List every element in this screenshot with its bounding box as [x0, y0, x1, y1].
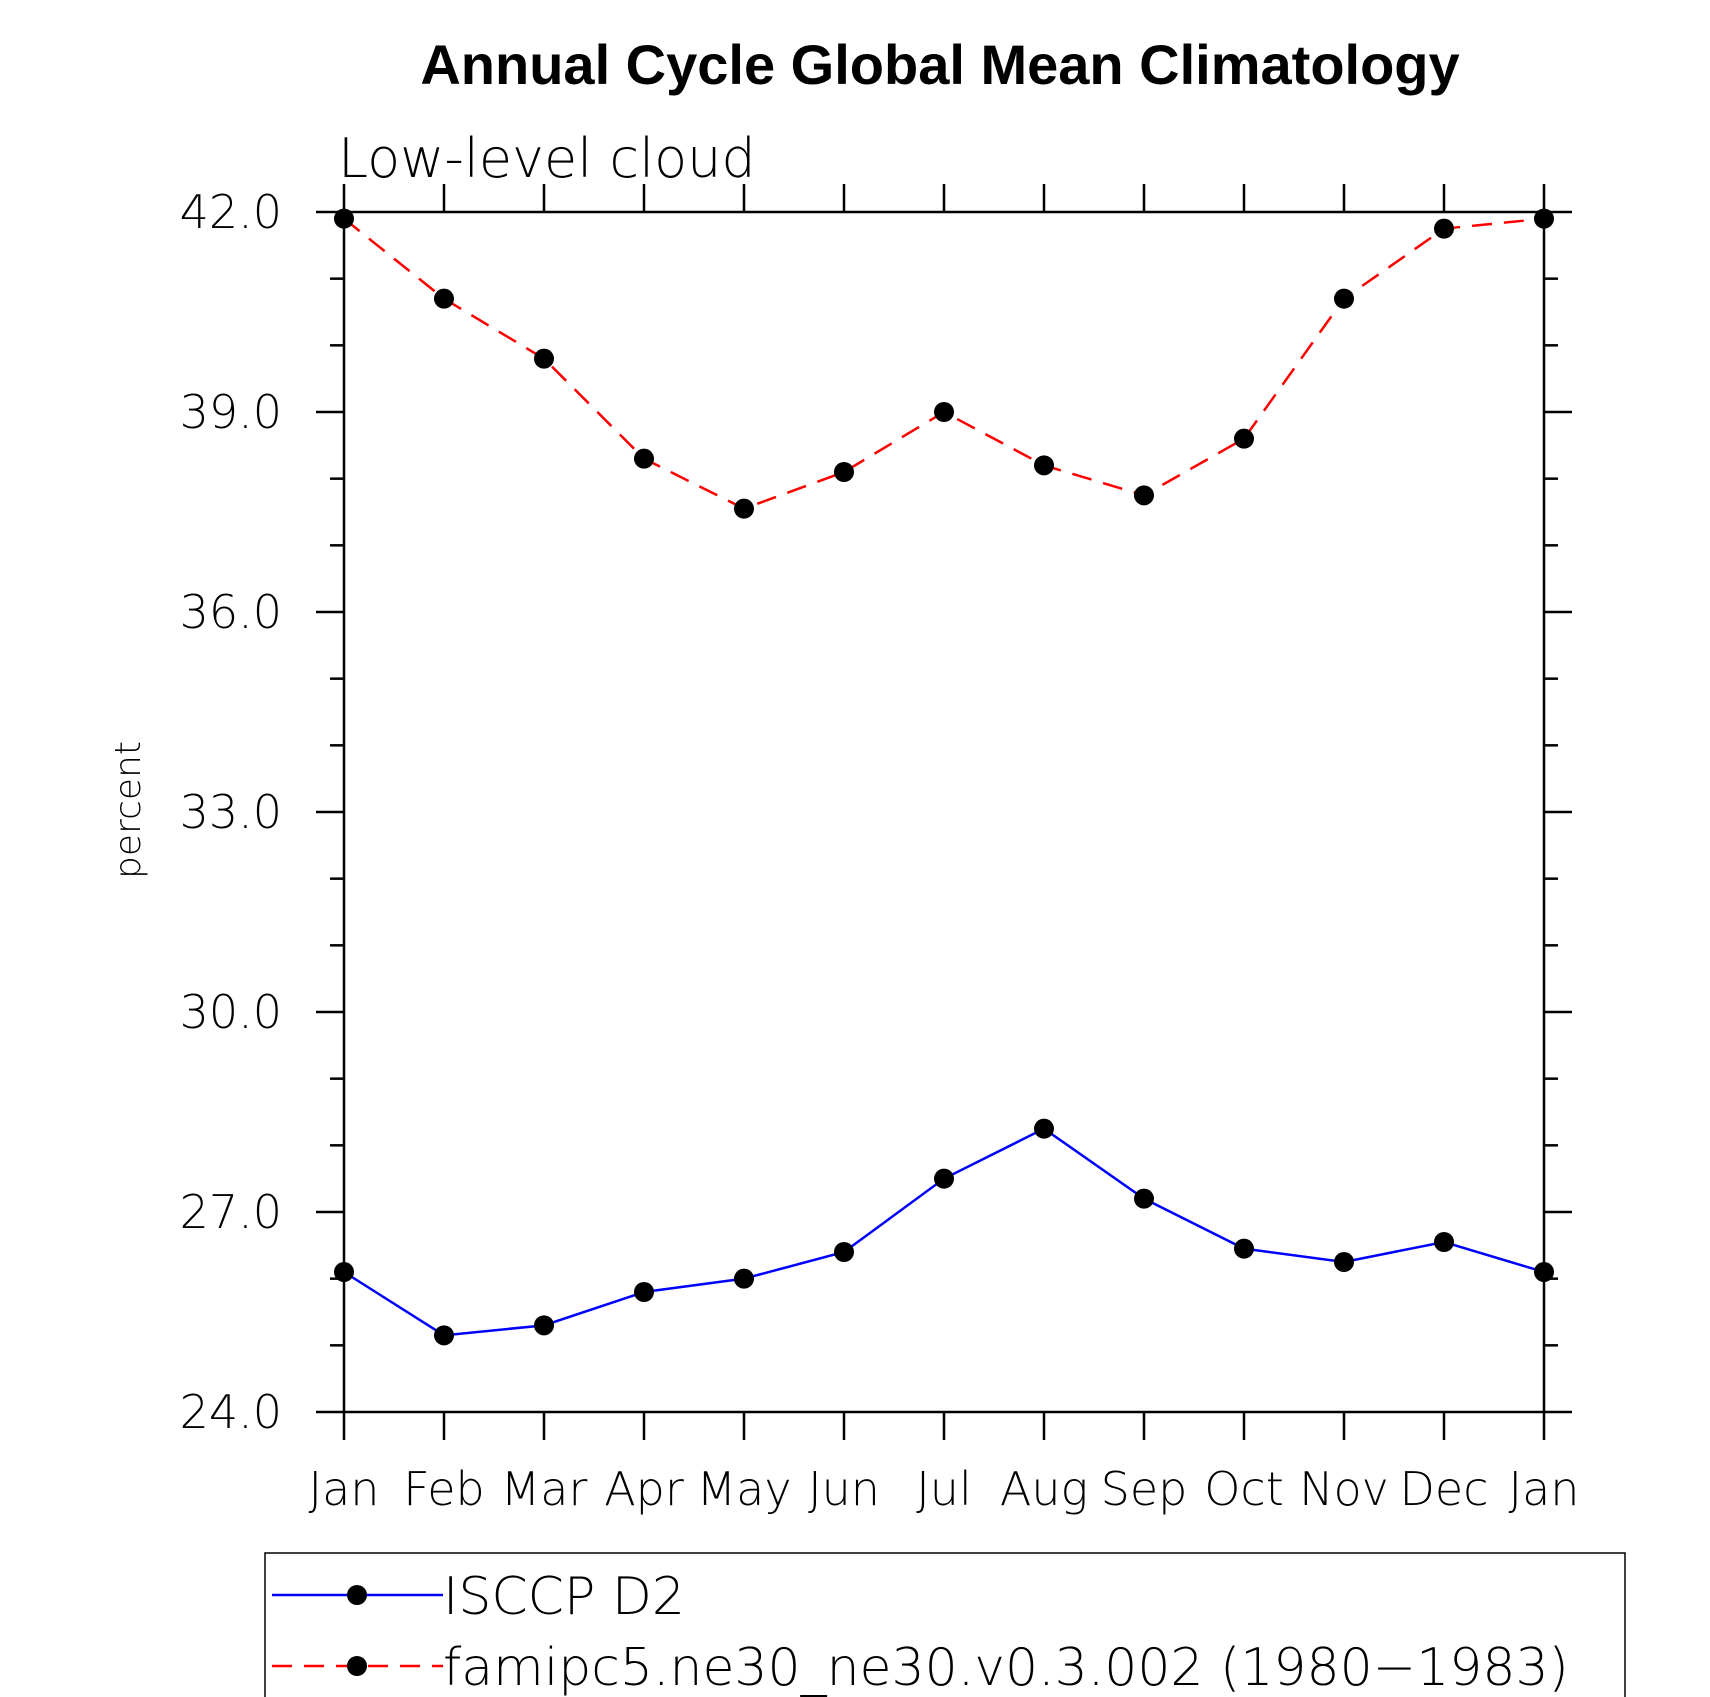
data-point-s1-6: [934, 402, 954, 422]
x-tick-labels: Jan Feb Mar Apr May Jun Jul Aug Sep Oct Nov Dec Jan: [309, 1462, 1580, 1516]
x-tick-label: Jul: [916, 1462, 972, 1516]
x-tick-label: Apr: [604, 1462, 684, 1516]
y-tick-label: 27.0: [180, 1185, 282, 1239]
y-tick-label: 33.0: [180, 785, 282, 839]
x-tick-label: Oct: [1204, 1462, 1284, 1516]
y-tick-label: 39.0: [180, 385, 282, 439]
y-tick-label: 24.0: [180, 1385, 282, 1439]
legend-box: [264, 1552, 1626, 1697]
series-lines: [343, 217, 1545, 1337]
chart-subtitle: Low-level cloud: [338, 127, 756, 190]
data-point-s1-4: [734, 498, 754, 519]
data-point-s0-11: [1434, 1232, 1454, 1252]
data-point-s0-8: [1134, 1188, 1154, 1209]
plot-frame: [342, 210, 1546, 1414]
legend-marker-model: [347, 1656, 367, 1676]
y-tick-label: 42.0: [180, 185, 282, 239]
y-tick-labels: 24.0 27.0 30.0 33.0 36.0 39.0 42.0: [180, 185, 282, 1439]
data-point-s0-10: [1334, 1252, 1354, 1272]
series-line-0: [343, 1127, 1545, 1337]
data-point-s1-1: [434, 288, 454, 309]
y-axis-label: percent: [108, 741, 149, 879]
series-line-1: [343, 217, 1545, 511]
x-tick-label: Jun: [808, 1462, 880, 1516]
legend: ISCCP D2 famipc5.ne30_ne30.v0.3.002 (198…: [264, 1552, 1626, 1697]
data-point-s0-6: [934, 1168, 954, 1189]
x-tick-label: Aug: [1000, 1462, 1088, 1516]
data-point-s0-9: [1234, 1238, 1254, 1259]
data-point-s1-2: [534, 348, 554, 369]
data-point-s1-12: [1534, 208, 1554, 229]
x-tick-label: May: [696, 1462, 791, 1516]
legend-label-model: famipc5.ne30_ne30.v0.3.002 (1980−1983): [443, 1638, 1569, 1697]
legend-label-isccp: ISCCP D2: [443, 1567, 685, 1627]
x-tick-label: Sep: [1101, 1462, 1188, 1516]
data-point-s0-2: [534, 1315, 554, 1336]
x-tick-label: Dec: [1399, 1462, 1488, 1516]
series-points: [334, 208, 1554, 1346]
data-point-s0-12: [1534, 1262, 1554, 1282]
data-point-s0-3: [634, 1282, 654, 1302]
x-tick-label: Jan: [1509, 1462, 1580, 1516]
data-point-s1-11: [1434, 218, 1454, 239]
data-point-s1-9: [1234, 428, 1254, 449]
chart-title: Annual Cycle Global Mean Climatology: [420, 33, 1459, 96]
data-point-s0-0: [334, 1262, 354, 1282]
data-point-s0-4: [734, 1268, 754, 1289]
data-point-s0-1: [434, 1325, 454, 1346]
y-tick-label: 30.0: [180, 985, 282, 1039]
data-point-s0-5: [834, 1242, 854, 1262]
data-point-s1-5: [834, 462, 854, 482]
data-point-s1-8: [1134, 485, 1154, 506]
data-point-s0-7: [1034, 1118, 1054, 1139]
y-tick-label: 36.0: [180, 585, 282, 639]
data-point-s1-3: [634, 448, 654, 469]
data-point-s1-7: [1034, 455, 1054, 476]
x-tick-label: Mar: [501, 1462, 588, 1516]
x-tick-label: Feb: [403, 1462, 484, 1516]
data-point-s1-0: [334, 208, 354, 229]
data-point-s1-10: [1334, 288, 1354, 309]
x-tick-label: Nov: [1299, 1462, 1389, 1516]
legend-marker-isccp: [347, 1585, 367, 1605]
axis-ticks: [316, 184, 1572, 1440]
x-tick-label: Jan: [309, 1462, 380, 1516]
